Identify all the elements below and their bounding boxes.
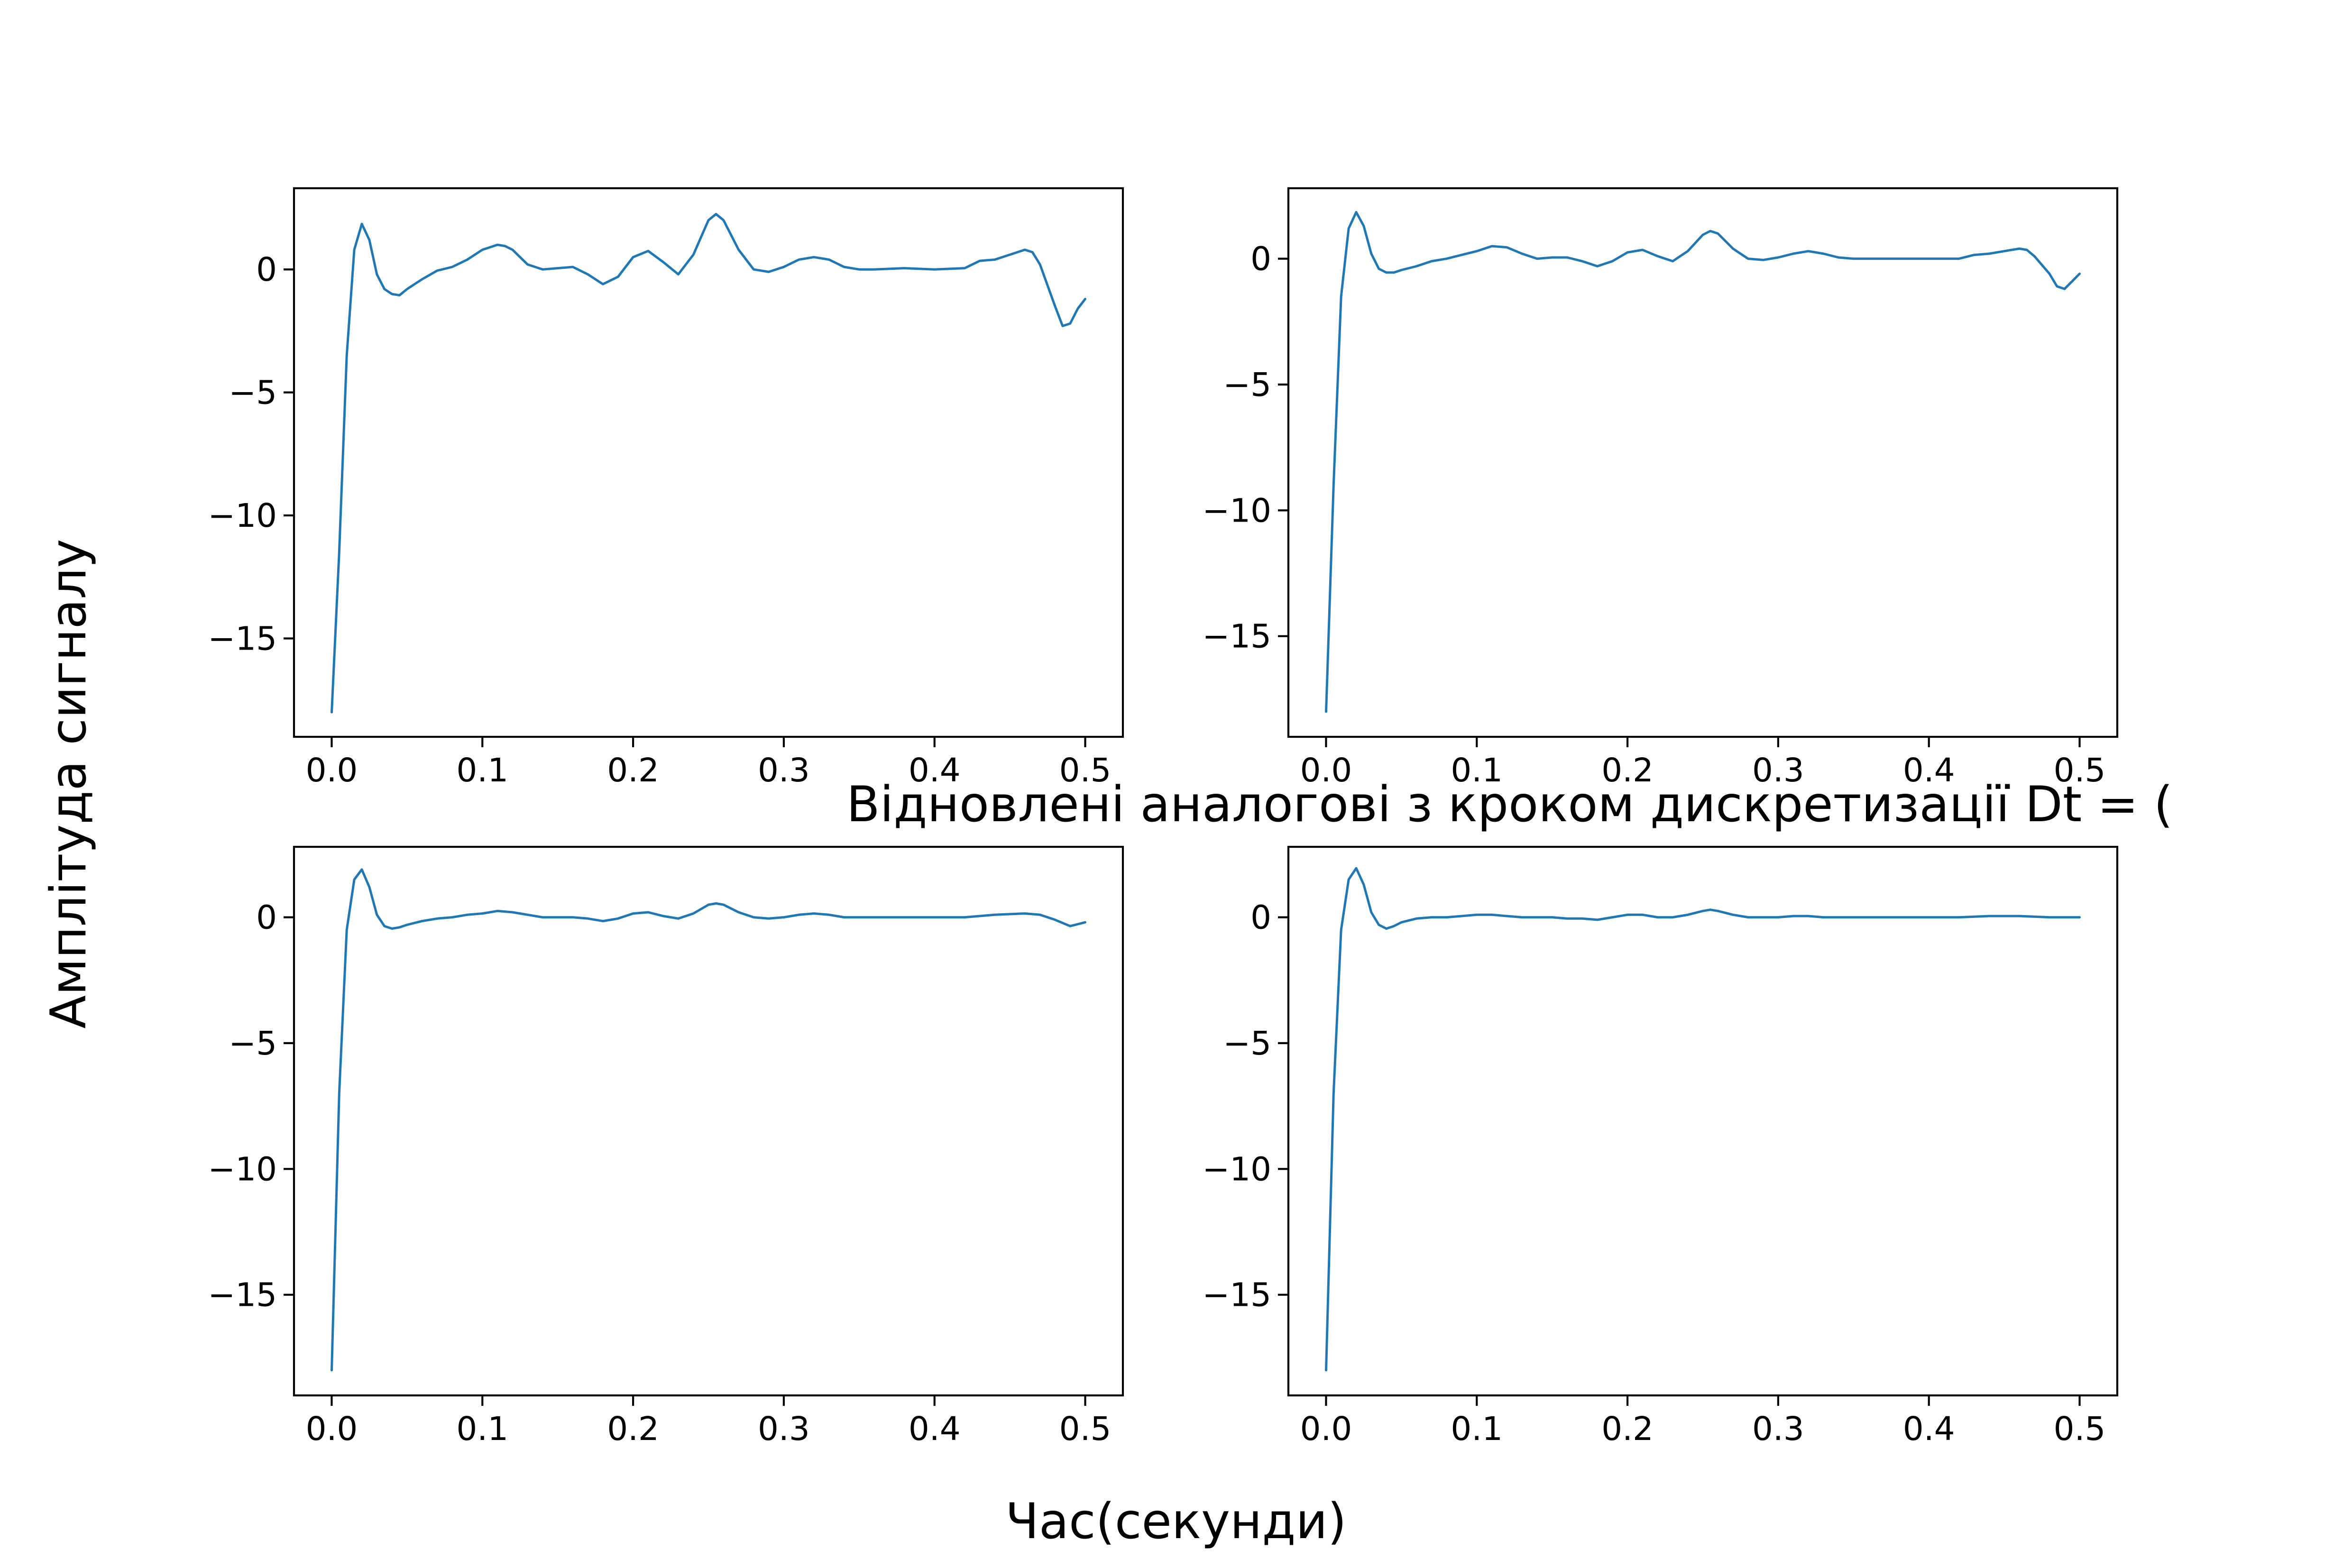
subplot-3-ytick-label: 0 [256,899,277,937]
subplot-2-xtick-label: 0.2 [1601,752,1654,789]
subplot-1-ytick-label: −10 [208,497,277,535]
subplot-1-ytick-label: −15 [208,620,277,658]
subplot-2-xtick-label: 0.1 [1451,752,1503,789]
subplot-3: 0.0 0.1 0.2 0.3 0.4 0.5 0 −5 −10 −15 [208,845,1124,1448]
subplot-3-xtick-label: 0.0 [306,1410,358,1448]
subplot-1-ytick-label: −5 [229,374,277,412]
subplot-2-xtick-label: 0.3 [1752,752,1804,789]
subplot-3-xtick-label: 0.3 [758,1410,810,1448]
subplot-4-xtick-label: 0.4 [1903,1410,1955,1448]
subplot-3-axes-frame [293,845,1124,1397]
subplot-4-xtick-label: 0.2 [1601,1410,1654,1448]
subplots: 0.0 0.1 0.2 0.3 0.4 0.50−5−10−150.0 0.1 0.2 0.3 0… [208,187,2119,1448]
subplot-2-series-line-1 [1325,211,2081,713]
subplot-3-xtick-label: 0.5 [1059,1410,1112,1448]
subplot-2-ytick-label: −5 [1223,366,1271,404]
subplot-1-xtick-label: 0.1 [456,752,508,789]
subplot-4-xtick-label: 0.1 [1451,1410,1503,1448]
subplot-2-xtick-label: 0.0 [1300,752,1352,789]
subplot-1-xtick-label: 0.3 [758,752,810,789]
subplot-4-ytick-label: 0 [1250,899,1271,937]
subplot-4-axes-frame [1287,845,2119,1397]
subplot-1: 0.0 0.1 0.2 0.3 0.4 0.5 0 −5 −10 −15 [208,187,1124,789]
subplot-4-xtick-label: 0.5 [2054,1410,2106,1448]
subplot-4-ytick-label: −10 [1202,1150,1271,1188]
subplot-3-xtick-label: 0.4 [909,1410,961,1448]
subplot-3-series-line-1 [331,868,1086,1372]
subplot-2-ytick-label: −15 [1202,618,1271,656]
figure-xlabel: Час(секунди) [1005,1493,1346,1550]
subplot-2-axes-frame [1287,187,2119,738]
subplot-1-axes-frame [293,187,1124,738]
subplot-1-xtick-label: 0.4 [909,752,961,789]
subplot-4: 0.0 0.1 0.2 0.3 0.4 0.5 0 −5 −10 −15 [1202,845,2119,1448]
subplot-3-xtick-label: 0.2 [607,1410,659,1448]
subplot-3-ytick-label: −15 [208,1276,277,1314]
subplot-1-xtick-label: 0.5 [1059,752,1112,789]
subplot-4-series-line-1 [1325,867,2081,1372]
subplot-2-ytick-label: 0 [1250,240,1271,278]
subplot-2-xtick-label: 0.5 [2054,752,2106,789]
subplot-4-ytick-label: −15 [1202,1276,1271,1314]
subplot-2-ytick-label: −10 [1202,492,1271,530]
subplot-4-xtick-label: 0.3 [1752,1410,1804,1448]
subplot-4-ytick-label: −5 [1223,1025,1271,1063]
figure-ylabel: Амплітуда сигналу [40,539,97,1029]
subplot-1-ytick-label: 0 [256,251,277,289]
subplot-3-xtick-label: 0.1 [456,1410,508,1448]
subplot-2-xtick-label: 0.4 [1903,752,1955,789]
subplot-2: 0.0 0.1 0.2 0.3 0.4 0.5 0 −5 −10 −15 [1202,187,2119,789]
subplot-1-xtick-label: 0.2 [607,752,659,789]
subplot-3-ytick-label: −10 [208,1150,277,1188]
subplot-1-series-line-1 [331,213,1086,714]
subplot-1-xtick-label: 0.0 [306,752,358,789]
subplot-3-ytick-label: −5 [229,1025,277,1063]
suptitle: Відновлені аналогові з кроком дискретиза… [846,776,2173,833]
subplot-4-xtick-label: 0.0 [1300,1410,1352,1448]
